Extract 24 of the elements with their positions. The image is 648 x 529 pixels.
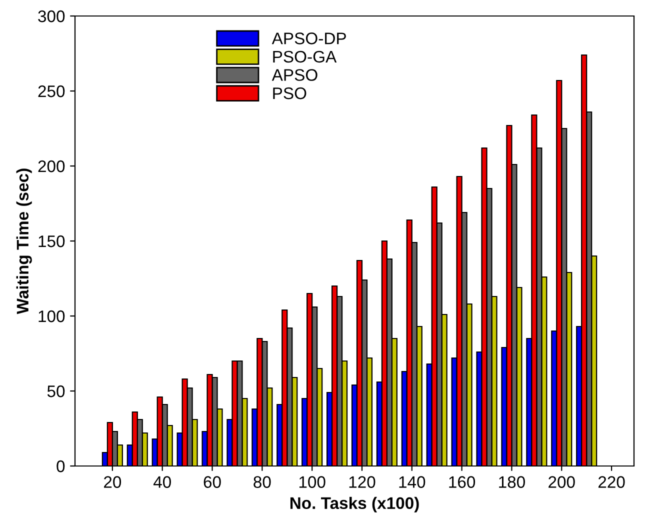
x-tick-label: 120 <box>349 476 376 488</box>
y-tick-label: 300 <box>38 10 65 22</box>
y-tick-label: 200 <box>38 160 65 172</box>
x-tick-label: 80 <box>254 476 271 488</box>
x-tick-label: 180 <box>499 476 525 488</box>
x-tick-label: 60 <box>204 476 221 488</box>
x-tick-label: 160 <box>449 476 476 488</box>
y-tick-label: 100 <box>38 310 65 322</box>
x-tick-label: 40 <box>153 476 171 488</box>
y-tick-label: 150 <box>38 235 65 248</box>
legend-label: PSO <box>273 87 306 100</box>
x-axis-title: No. Tasks (x100) <box>290 496 419 512</box>
legend-label: PSO-GA <box>273 50 337 63</box>
x-tick-label: 20 <box>104 476 122 488</box>
x-tick-label: 140 <box>399 476 426 488</box>
legend-label: APSO <box>272 69 318 81</box>
y-tick-label: 0 <box>56 460 65 472</box>
y-tick-label: 250 <box>38 85 65 98</box>
y-tick-label: 50 <box>47 385 65 398</box>
x-tick-label: 220 <box>598 476 625 488</box>
y-axis-title: Waiting Time (sec) <box>16 168 32 314</box>
x-tick-label: 200 <box>548 476 575 488</box>
legend-label: APSO-DP <box>272 32 346 44</box>
x-tick-label: 100 <box>299 476 326 488</box>
